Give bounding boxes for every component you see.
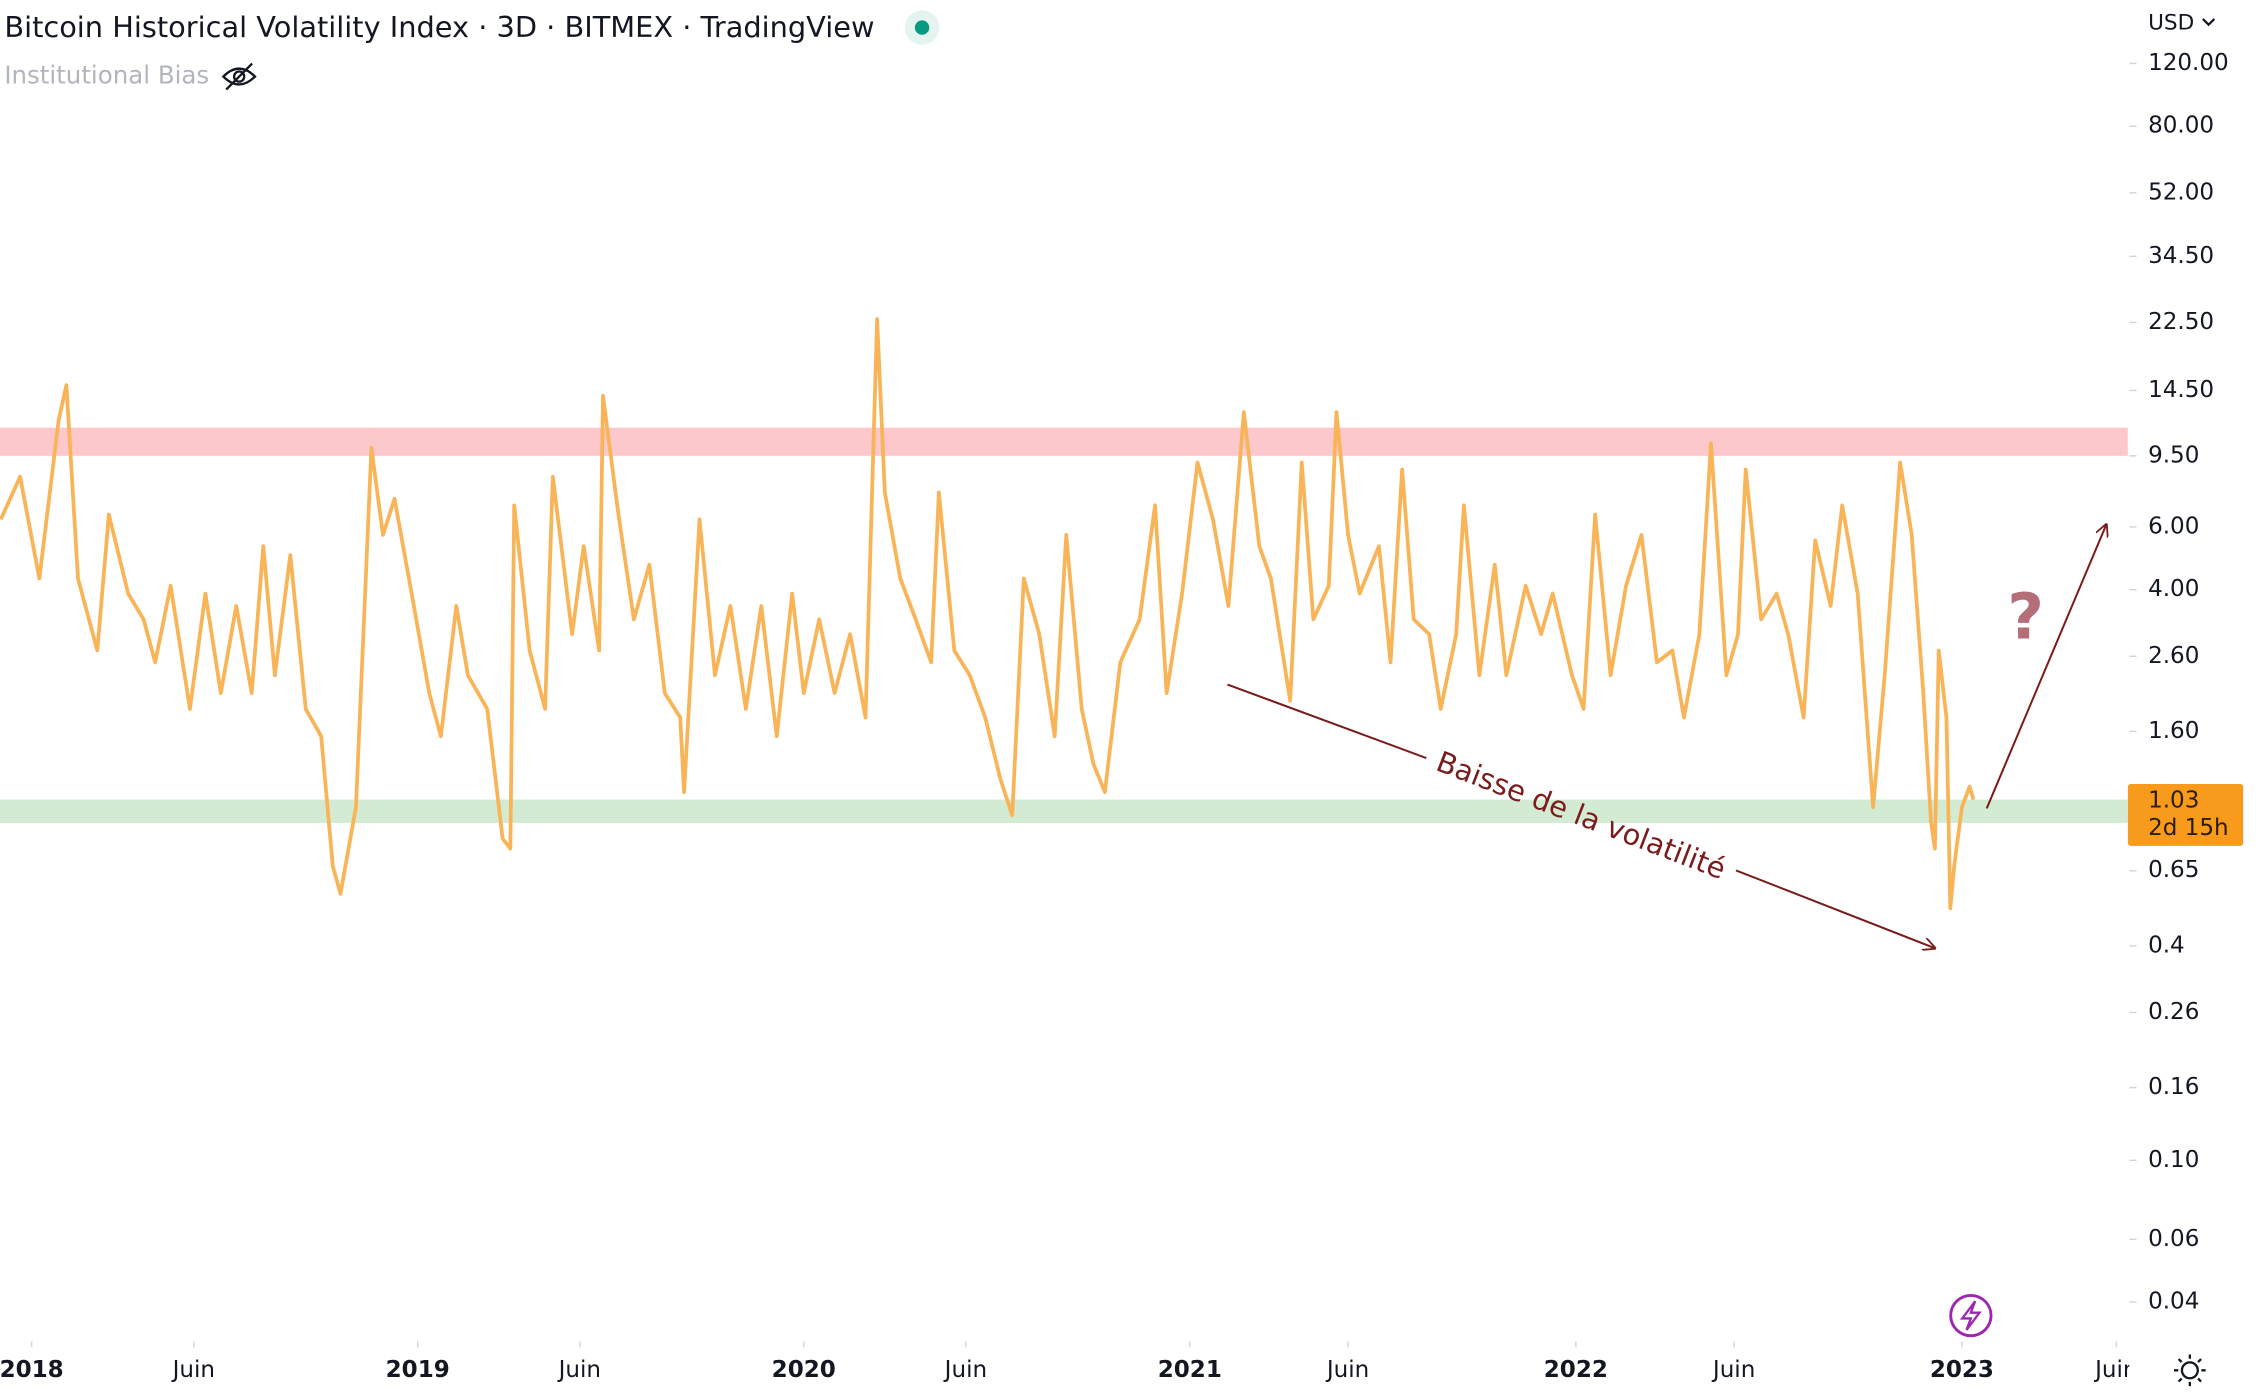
y-tick-label: 80.00 (2148, 113, 2214, 139)
x-tick-label: Juin (1711, 1357, 1755, 1383)
y-tick-label: 52.00 (2148, 179, 2214, 205)
y-tick-label: 4.00 (2148, 576, 2199, 602)
x-tick-label: 2023 (1930, 1357, 1994, 1383)
y-tick-label: 0.65 (2148, 857, 2199, 883)
indicator-name[interactable]: Institutional Bias (4, 61, 209, 90)
y-tick-label: 2.60 (2148, 643, 2199, 669)
y-tick-label: 1.60 (2148, 718, 2199, 744)
currency-chevron[interactable] (2202, 18, 2216, 27)
x-tick-label: 2021 (1158, 1357, 1222, 1383)
x-tick-label: 2022 (1544, 1357, 1608, 1383)
axis-corner (2129, 1344, 2259, 1394)
question-mark: ? (2007, 580, 2044, 654)
trend-arrow-line (1227, 683, 1427, 759)
y-tick-label: 0.06 (2148, 1226, 2199, 1252)
zone (0, 427, 2128, 456)
y-tick-label: 0.26 (2148, 999, 2199, 1025)
last-price-box (2127, 783, 2244, 846)
hidden-eye-icon[interactable] (221, 62, 257, 91)
zones (0, 427, 2128, 824)
x-tick-label: Juin (557, 1357, 601, 1383)
countdown: 2d 15h (2148, 815, 2229, 841)
last-price: 1.03 (2148, 787, 2199, 813)
y-tick-label: 6.00 (2148, 513, 2199, 539)
trend-arrow-head (1735, 869, 1935, 948)
x-tick-label: 2018 (0, 1357, 64, 1383)
x-tick-label: Juin (943, 1357, 987, 1383)
y-tick-label: 0.16 (2148, 1074, 2199, 1100)
y-tick-label: 22.50 (2148, 309, 2214, 335)
series-layer (0, 317, 1976, 911)
y-tick-label: 0.10 (2148, 1147, 2199, 1173)
settings-icon[interactable] (2173, 1354, 2206, 1387)
y-tick-label: 120.00 (2148, 50, 2229, 76)
x-axis: 2018 Juin 2019 Juin 2020 Juin 2021 Juin 2022 Juin… (0, 1341, 2138, 1383)
chart-title: Bitcoin Historical Volatility Index · 3D… (4, 10, 874, 44)
x-tick-label: 2020 (772, 1357, 836, 1383)
volatility-line (0, 317, 1976, 911)
up-arrow (1985, 525, 2107, 809)
y-axis: 120.00 80.00 52.00 34.50 22.50 14.50 9.50 6.00 4… (2129, 50, 2229, 1315)
currency[interactable]: USD (2148, 10, 2194, 35)
y-tick-label: 0.04 (2148, 1289, 2199, 1315)
status-dot (914, 20, 930, 35)
y-tick-label: 14.50 (2148, 377, 2214, 403)
price-axis (2129, 1, 2259, 1394)
zone (0, 799, 2128, 824)
x-tick-label: Juin (1325, 1357, 1369, 1383)
y-tick-label: 9.50 (2148, 442, 2199, 468)
y-tick-label: 0.4 (2148, 932, 2185, 958)
x-tick-label: Juin (171, 1357, 215, 1383)
lightning-icon[interactable] (1949, 1293, 1993, 1338)
x-tick-label: 2019 (386, 1357, 450, 1383)
y-tick-label: 34.50 (2148, 243, 2214, 269)
